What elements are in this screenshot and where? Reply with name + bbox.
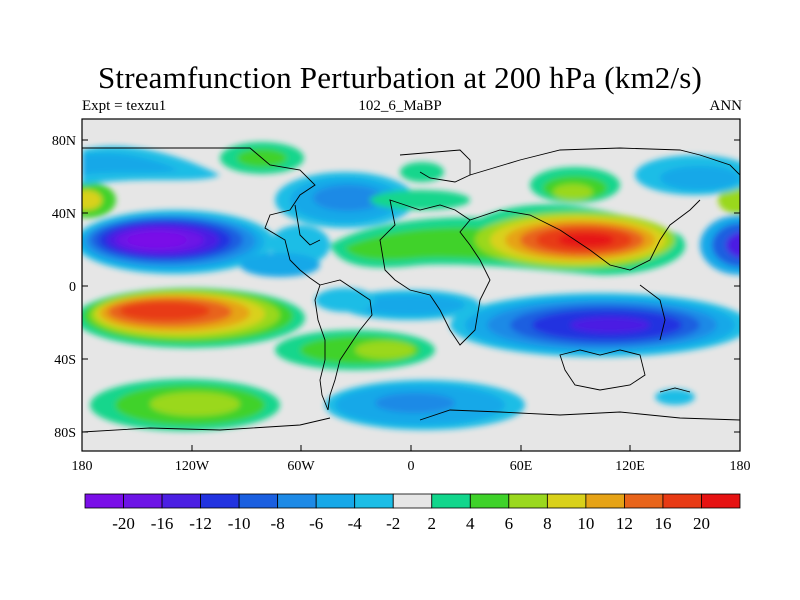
coastline-northern-eurasia <box>469 147 740 176</box>
plot-title: Streamfunction Perturbation at 200 hPa (… <box>97 60 703 95</box>
colorbar-label: -8 <box>271 514 285 533</box>
colorbar-swatch <box>546 493 587 509</box>
colorbar-label: 10 <box>577 514 594 533</box>
field-region <box>120 302 210 320</box>
x-tick-label: 180 <box>72 459 93 474</box>
x-tick-labels: 180 120W 60W 0 60E 120E 180 <box>72 459 751 474</box>
field-region <box>370 190 470 210</box>
coastline-gulf <box>294 204 321 246</box>
season-label: ANN <box>709 98 743 114</box>
y-tick-label: 40N <box>52 207 76 222</box>
x-tick-label: 120E <box>615 459 645 474</box>
colorbar-label: 20 <box>693 514 710 533</box>
coastline-southern-asia <box>469 199 701 271</box>
colorbar-swatch <box>508 493 548 509</box>
field-region <box>660 166 740 190</box>
colorbar-swatch <box>238 493 279 509</box>
colorbar-swatch <box>354 493 394 509</box>
coastline-south-america-west <box>314 284 329 411</box>
x-tick-label: 0 <box>408 459 415 474</box>
y-tick-label: 0 <box>69 280 76 295</box>
colorbar-swatch <box>701 493 741 509</box>
colorbar-swatch <box>277 493 317 509</box>
coastline-north-america <box>82 147 321 286</box>
colorbar-label: 4 <box>466 514 475 533</box>
x-tick-label: 60W <box>287 459 315 474</box>
field-region <box>726 232 740 258</box>
x-ticks <box>81 445 741 451</box>
field-region <box>718 186 740 214</box>
field-region <box>558 233 614 247</box>
coastline-maritime <box>639 284 666 341</box>
y-tick-label: 80N <box>52 134 76 149</box>
field-region <box>655 389 695 405</box>
y-tick-label: 80S <box>54 426 76 441</box>
colorbar-swatch <box>624 493 664 509</box>
y-tick-label: 40S <box>54 353 76 368</box>
field-region <box>82 190 102 210</box>
colorbar-label: -16 <box>151 514 174 533</box>
coastline-antarctica-west <box>82 417 331 433</box>
coastline-africa <box>379 199 491 346</box>
colorbar-swatch <box>84 493 124 509</box>
field-region <box>375 393 455 413</box>
field-contours <box>82 142 740 431</box>
colorbar-swatch <box>392 493 433 509</box>
coastline-antarctica <box>419 409 740 421</box>
colorbar-swatch <box>662 493 702 509</box>
field-region <box>127 232 187 248</box>
colorbar-swatch <box>431 493 471 509</box>
field-region <box>313 185 383 211</box>
colorbar-label: -2 <box>386 514 400 533</box>
colorbar-swatch <box>123 493 163 509</box>
colorbar-label: 16 <box>654 514 671 533</box>
colorbar-label: 6 <box>505 514 514 533</box>
field-region <box>82 153 180 175</box>
coastlines <box>82 147 740 433</box>
colorbar-label: 2 <box>428 514 437 533</box>
field-region <box>570 317 650 333</box>
x-tick-label: 120W <box>175 459 210 474</box>
field-region <box>150 392 240 416</box>
x-tick-label: 180 <box>730 459 751 474</box>
coastline-south-america-east <box>319 279 373 411</box>
colorbar-label: 12 <box>616 514 633 533</box>
coastline-new-zealand <box>659 387 691 393</box>
colorbar-swatch <box>200 493 240 509</box>
field-region <box>400 162 444 182</box>
colorbar-label: 8 <box>543 514 552 533</box>
field-region <box>553 184 593 200</box>
field-region <box>240 253 320 277</box>
y-ticks <box>82 139 740 433</box>
colorbar-swatch <box>469 493 510 509</box>
colorbar-label: -6 <box>309 514 323 533</box>
y-tick-labels: 80N 40N 0 40S 80S <box>52 134 76 441</box>
x-tick-label: 60E <box>510 459 533 474</box>
colorbar-label: -20 <box>112 514 135 533</box>
field-region <box>712 223 740 267</box>
case-label: 102_6_MaBP <box>358 98 442 114</box>
colorbar-labels: -20 -16 -12 -10 -8 -6 -4 -2 2 4 6 8 10 12 16 20 <box>112 514 710 533</box>
coastline-australia <box>559 349 646 391</box>
colorbar-swatch <box>585 493 625 509</box>
colorbar-swatch <box>315 493 356 509</box>
experiment-label: Expt = texzu1 <box>82 98 167 114</box>
field-region <box>355 295 465 315</box>
colorbar-label: -4 <box>348 514 363 533</box>
field-region <box>355 341 415 359</box>
colorbar <box>84 493 741 509</box>
colorbar-label: -12 <box>189 514 212 533</box>
colorbar-label: -10 <box>228 514 251 533</box>
colorbar-swatch <box>161 493 201 509</box>
field-region <box>315 288 375 312</box>
